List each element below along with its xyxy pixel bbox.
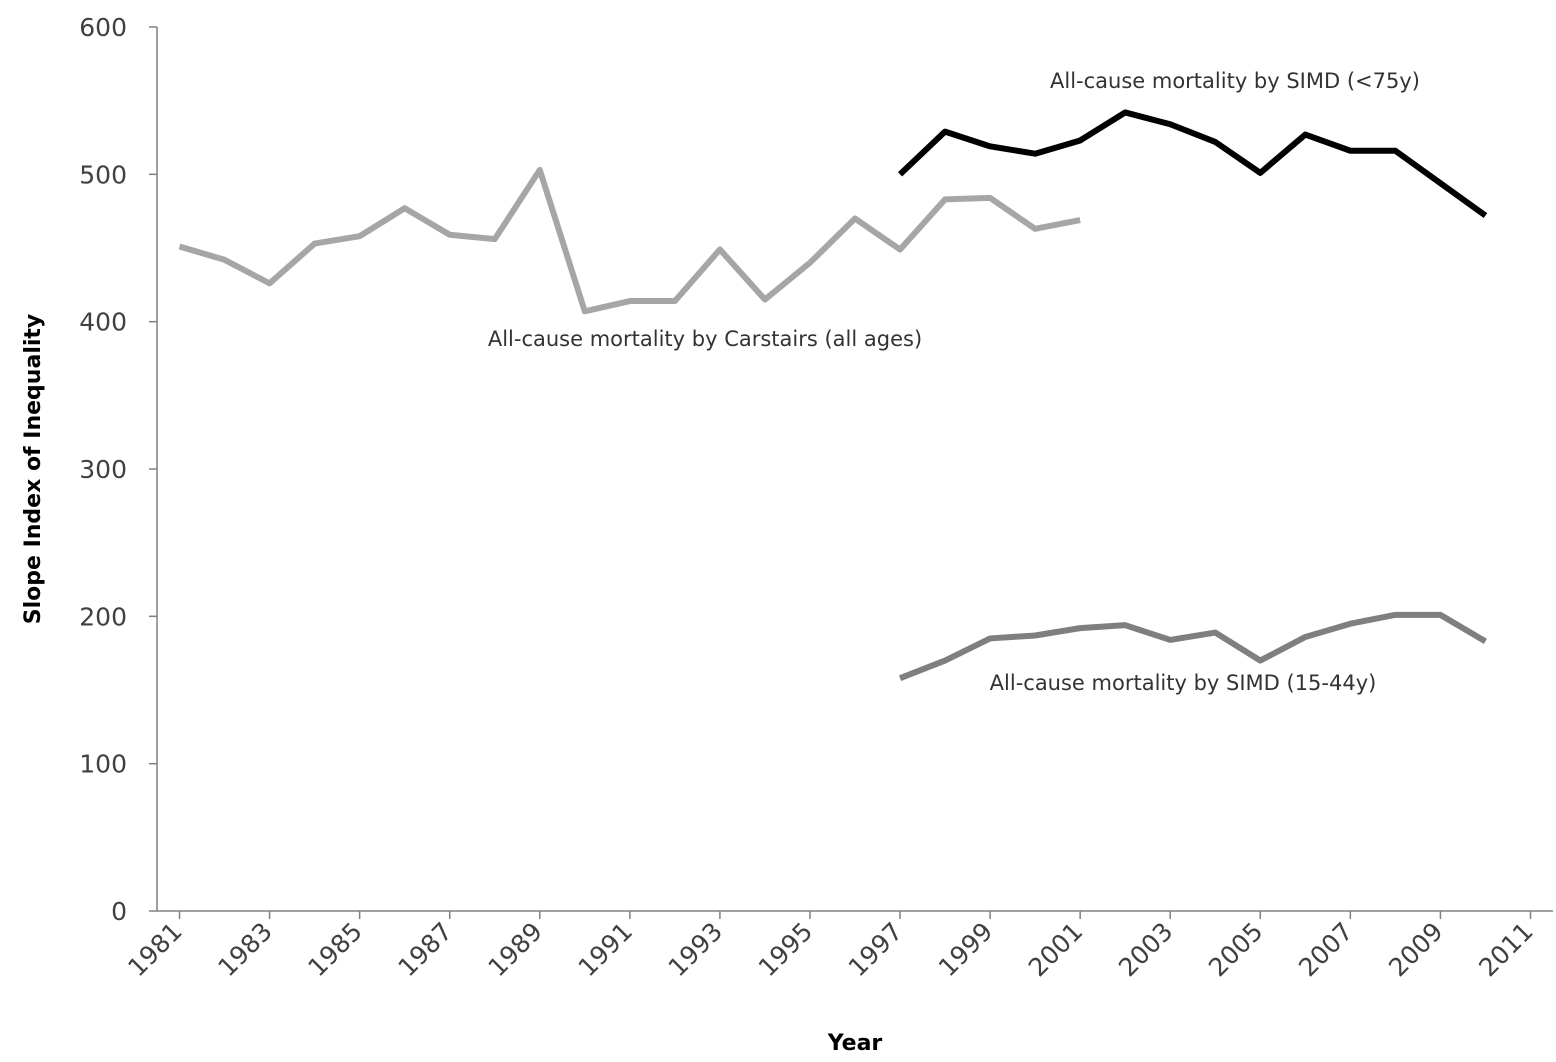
y-axis-title: Slope Index of Inequality	[21, 314, 46, 625]
y-tick-label: 0	[111, 897, 127, 926]
y-tick-label: 200	[79, 602, 127, 631]
x-tick-label: 2011	[1473, 917, 1538, 982]
y-tick-label: 500	[79, 160, 127, 189]
x-tick-label: 1997	[843, 917, 908, 982]
x-tick-label: 1991	[573, 917, 638, 982]
x-tick-label: 2007	[1293, 917, 1358, 982]
x-tick-label: 1989	[483, 917, 548, 982]
x-tick-label: 2001	[1023, 917, 1088, 982]
x-tick-label: 1981	[122, 917, 187, 982]
series-line	[897, 109, 1488, 219]
series-label: All-cause mortality by Carstairs (all ag…	[488, 327, 922, 351]
x-tick-label: 1995	[753, 917, 818, 982]
x-tick-label: 1993	[663, 917, 728, 982]
x-tick-label: 2005	[1203, 917, 1268, 982]
x-tick-label: 2009	[1383, 917, 1448, 982]
x-tick-label: 1983	[212, 917, 277, 982]
x-tick-label: 1999	[933, 917, 998, 982]
series-line	[898, 611, 1487, 682]
x-axis-title: Year	[827, 1031, 883, 1056]
series-line	[178, 166, 1081, 315]
series-label: All-cause mortality by SIMD (<75y)	[1050, 69, 1420, 93]
y-tick-label: 400	[79, 308, 127, 337]
x-tick-label: 2003	[1113, 917, 1178, 982]
series-label: All-cause mortality by SIMD (15-44y)	[990, 671, 1377, 695]
y-tick-label: 100	[79, 750, 127, 779]
x-tick-label: 1987	[392, 917, 457, 982]
y-tick-label: 600	[79, 13, 127, 42]
x-tick-label: 1985	[302, 917, 367, 982]
y-tick-label: 300	[79, 455, 127, 484]
